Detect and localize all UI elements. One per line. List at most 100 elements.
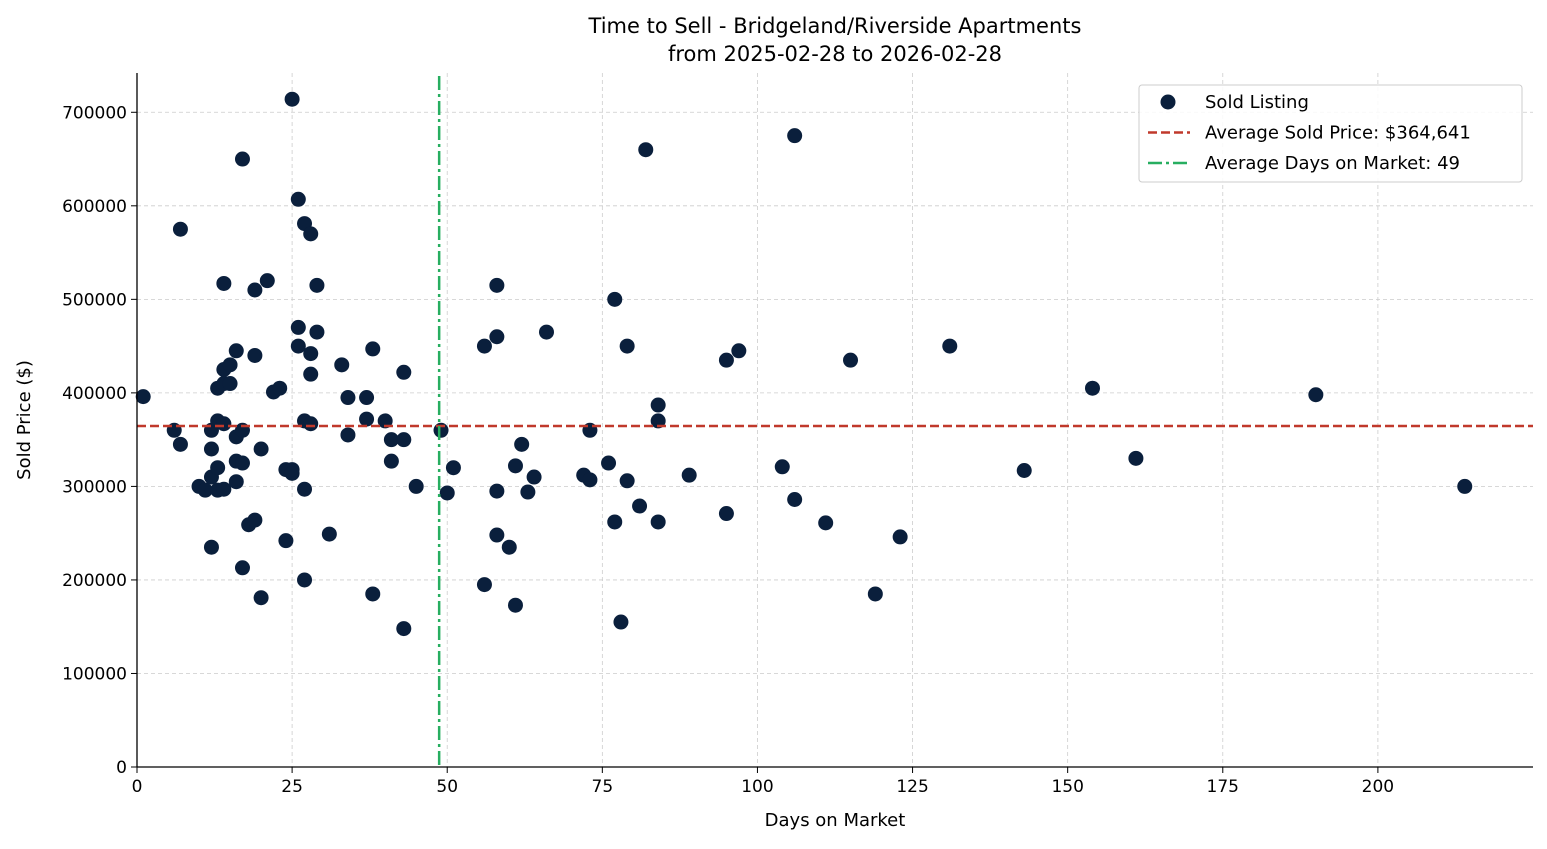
legend-label: Average Days on Market: 49 [1205, 153, 1460, 174]
data-point [253, 441, 269, 457]
data-point [1016, 463, 1032, 479]
data-point [1457, 478, 1473, 494]
data-point [619, 473, 635, 489]
x-axis-label: Days on Market [765, 810, 906, 831]
data-point [396, 432, 412, 448]
legend-label: Average Sold Price: $364,641 [1205, 123, 1471, 144]
data-point [303, 366, 319, 382]
data-point [1128, 450, 1144, 466]
data-point [309, 324, 325, 340]
data-point [321, 526, 337, 542]
data-point [514, 436, 530, 452]
data-point [650, 514, 666, 530]
x-tick-label: 75 [592, 777, 614, 797]
data-point [1084, 380, 1100, 396]
y-axis-label: Sold Price ($) [14, 360, 35, 480]
data-point [228, 474, 244, 490]
data-point [203, 539, 219, 555]
y-tick-label: 400000 [62, 384, 127, 404]
data-point [843, 352, 859, 368]
data-point [222, 376, 238, 392]
data-point [489, 483, 505, 499]
data-point [787, 128, 803, 144]
data-point [340, 427, 356, 443]
chart-subtitle: from 2025-02-28 to 2026-02-28 [668, 42, 1002, 66]
data-point [359, 390, 375, 406]
data-point [681, 467, 697, 483]
data-point [787, 492, 803, 508]
data-point [582, 472, 598, 488]
x-tick-label: 175 [1207, 777, 1239, 797]
y-tick-label: 500000 [62, 290, 127, 310]
data-point [601, 455, 617, 471]
x-tick-label: 25 [281, 777, 303, 797]
legend-label: Sold Listing [1205, 92, 1309, 113]
data-point [1308, 387, 1324, 403]
data-point [507, 597, 523, 613]
data-point [284, 465, 300, 481]
data-point [476, 577, 492, 593]
data-point [613, 614, 629, 630]
data-point [383, 453, 399, 469]
data-point [228, 343, 244, 359]
data-point [377, 413, 393, 429]
data-point [396, 621, 412, 637]
data-point [365, 586, 381, 602]
x-tick-label: 50 [436, 777, 458, 797]
y-tick-label: 0 [116, 758, 127, 778]
data-point [297, 481, 313, 497]
data-point [203, 441, 219, 457]
data-point [619, 338, 635, 354]
data-point [396, 364, 412, 380]
data-point [520, 484, 536, 500]
data-point [290, 338, 306, 354]
data-point [942, 338, 958, 354]
data-point [731, 343, 747, 359]
data-point [507, 458, 523, 474]
y-tick-label: 200000 [62, 571, 127, 591]
data-point [197, 482, 213, 498]
x-tick-label: 125 [896, 777, 928, 797]
data-point [439, 485, 455, 501]
data-point [489, 277, 505, 293]
y-tick-label: 600000 [62, 197, 127, 217]
legend-box [1138, 84, 1523, 183]
data-point [501, 539, 517, 555]
data-point [234, 560, 250, 576]
data-point [247, 347, 263, 363]
data-point [867, 586, 883, 602]
data-point [638, 142, 654, 158]
data-point [172, 221, 188, 237]
data-point [718, 352, 734, 368]
data-point [445, 460, 461, 476]
data-point [278, 533, 294, 549]
data-point [650, 413, 666, 429]
data-point [718, 506, 734, 522]
data-point [216, 416, 232, 432]
data-point [489, 329, 505, 345]
x-tick-label: 0 [132, 777, 143, 797]
y-tick-label: 100000 [62, 664, 127, 684]
data-point [259, 273, 275, 289]
x-tick-label: 150 [1051, 777, 1083, 797]
data-point [290, 191, 306, 207]
data-point [222, 357, 238, 373]
data-point [650, 397, 666, 413]
data-point [247, 512, 263, 528]
data-point [303, 416, 319, 432]
data-point [303, 226, 319, 242]
data-point [290, 319, 306, 335]
data-point [309, 277, 325, 293]
data-point [489, 527, 505, 543]
data-point [234, 455, 250, 471]
data-point [383, 432, 399, 448]
legend: Sold Listing Average Sold Price: $364,641… [1138, 84, 1523, 183]
data-point [210, 460, 226, 476]
data-point [303, 346, 319, 362]
data-point [216, 481, 232, 497]
data-point [272, 380, 288, 396]
data-point [774, 459, 790, 475]
x-tick-label: 100 [741, 777, 773, 797]
